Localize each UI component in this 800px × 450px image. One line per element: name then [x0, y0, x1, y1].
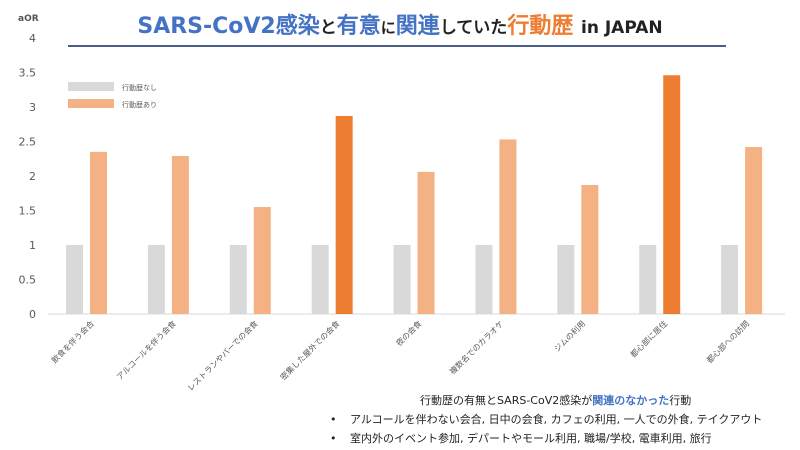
y-tick-label: 3.5	[19, 67, 37, 80]
title-japan: in JAPAN	[581, 18, 663, 38]
footnote-item: 室内外のイベント参加, デパートやモール利用, 職場/学校, 電車利用, 旅行	[330, 429, 762, 448]
legend-swatch	[68, 82, 114, 91]
x-category-label: 夜の会食	[394, 318, 424, 348]
x-category-label: 密集した屋外での会食	[278, 318, 342, 382]
footnote-item: アルコールを伴わない会合, 日中の会食, カフェの利用, 一人での外食, テイク…	[330, 410, 762, 429]
title-significant: 有意	[336, 14, 381, 39]
bar-no-history	[147, 245, 165, 314]
bar-no-history	[557, 245, 575, 314]
y-axis-label: aOR	[18, 14, 39, 24]
footnote-list: アルコールを伴わない会合, 日中の会食, カフェの利用, 一人での外食, テイク…	[330, 410, 762, 448]
footnote-prefix: 行動歴の有無とSARS-CoV2感染が	[420, 394, 593, 407]
y-tick-label: 3	[29, 101, 36, 114]
footnote-highlight: 関連のなかった	[592, 394, 670, 407]
x-category-label: 都心部に居住	[628, 318, 669, 359]
y-tick-label: 1	[29, 239, 36, 252]
bar-with-history	[253, 207, 271, 314]
y-tick-label: 4	[29, 32, 36, 45]
legend-swatch	[68, 99, 114, 108]
bar-chart: aOR 0 0.5 1 1.5 2 2.5 3 3.5 4 飲食を伴う会合 アルコールを伴う会食 レスト…	[18, 14, 785, 390]
x-category-label: レストランやバーでの会食	[185, 318, 260, 390]
title-shiteita: していた	[439, 18, 508, 38]
x-category-label: 飲食を伴う会合	[49, 318, 96, 365]
title-history: 行動歴	[507, 14, 574, 39]
bar-with-history	[171, 155, 189, 314]
x-category-label: ジムの利用	[552, 318, 587, 353]
legend-label: 行動歴なし	[122, 83, 157, 92]
y-tick-label: 0.5	[19, 274, 37, 287]
title-related: 関連	[395, 14, 440, 39]
title-ni: に	[380, 19, 396, 37]
bar-with-history	[90, 151, 107, 314]
title-underline	[68, 45, 726, 47]
bar-no-history	[721, 245, 739, 314]
legend-label: 行動歴あり	[122, 100, 157, 109]
bar-no-history	[229, 245, 247, 314]
bar-with-history	[499, 139, 517, 314]
bar-no-history	[639, 245, 657, 314]
bar-no-history	[475, 245, 493, 314]
bar-no-history	[393, 245, 411, 314]
bar-with-history	[581, 184, 599, 314]
title-sars: SARS-CoV2	[137, 14, 276, 39]
bar-with-history-highlighted	[663, 75, 681, 314]
y-tick-label: 0	[29, 308, 36, 321]
bar-with-history-highlighted	[335, 115, 353, 314]
title-infection: 感染	[275, 14, 320, 39]
footnote-suffix: 行動	[669, 394, 692, 407]
y-tick-label: 2.5	[19, 136, 37, 149]
bar-with-history	[417, 171, 435, 314]
title-to: と	[319, 18, 337, 38]
footnote-heading: 行動歴の有無とSARS-CoV2感染が関連のなかった行動	[420, 392, 691, 408]
y-tick-label: 1.5	[19, 205, 37, 218]
x-category-label: アルコールを伴う会食	[114, 318, 177, 381]
bar-no-history	[66, 245, 83, 314]
bar-with-history	[745, 147, 763, 314]
y-tick-label: 2	[29, 170, 36, 183]
chart-title: SARS-CoV2感染と有意に関連していた行動歴 in JAPAN	[0, 8, 800, 40]
x-category-label: 複数名でのカラオケ	[447, 318, 505, 376]
x-category-label: 都心部への訪問	[704, 318, 751, 365]
bar-no-history	[311, 245, 329, 314]
